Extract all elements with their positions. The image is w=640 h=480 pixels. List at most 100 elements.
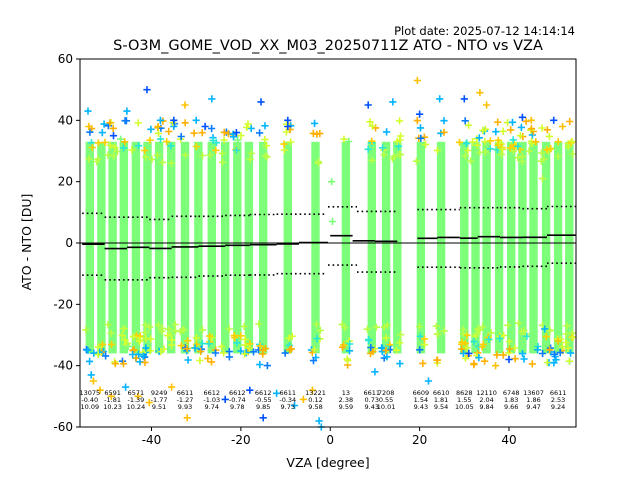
scatter-point [486,137,494,145]
stat-count: 6611 [280,389,297,397]
scatter-point [273,389,281,397]
scatter-points [82,76,577,431]
scatter-point [164,332,172,340]
scatter-point [85,122,93,131]
scatter-point [100,120,108,128]
scatter-point [109,124,117,132]
scatter-point [532,138,540,146]
scatter-point [284,116,292,124]
scatter-point [518,152,526,160]
scatter-point [389,98,397,106]
column-band [207,141,216,354]
scatter-point [313,335,321,343]
std-dev-lines [82,205,576,281]
scatter-point [201,122,209,131]
scatter-point [517,123,525,131]
scatter-point [148,155,156,163]
scatter-point [128,146,136,154]
scatter-point [514,319,523,327]
scatter-point [516,132,524,140]
scatter-point [146,347,154,355]
scatter-point [459,330,467,338]
column-band [85,141,94,354]
scatter-point [567,349,575,357]
scatter-point [259,414,267,422]
scatter-point [134,392,142,400]
stat-std: 10.24 [127,403,146,411]
scatter-point [206,151,214,159]
scatter-point [463,331,471,339]
stat-std: 10.23 [103,403,122,411]
scatter-point [433,356,441,364]
scatter-point [308,386,316,394]
scatter-point [84,346,92,354]
scatter-point [184,337,192,345]
column-band [244,141,254,354]
stat-mean: -0.55 [255,396,272,404]
scatter-point [416,124,425,132]
scatter-point [562,338,570,347]
y-tick-label: 40 [58,113,73,127]
scatter-point [328,178,336,186]
column-band [97,141,106,354]
scatter-point [473,141,481,149]
scatter-point [569,150,577,158]
scatter-point [110,152,118,160]
scatter-point [481,125,489,133]
scatter-point [440,327,448,335]
scatter-point [506,144,514,152]
scatter-point [547,145,555,153]
scatter-point [382,334,390,342]
scatter-point [396,151,404,159]
scatter-point [122,383,130,391]
scatter-point [461,152,470,160]
scatter-point [368,156,376,164]
scatter-point [432,322,440,330]
column-band [283,141,292,354]
scatter-point [492,362,500,370]
column-band [494,141,504,354]
scatter-point [396,360,404,368]
scatter-point [124,342,132,350]
scatter-point [518,350,527,358]
stat-mean: -1.03 [203,396,220,404]
x-tick-label: 20 [412,433,427,447]
scatter-point [181,101,189,109]
scatter-point [562,330,570,338]
scatter-point [121,138,129,146]
scatter-point [107,392,115,400]
column-band [341,141,351,354]
scatter-point [554,152,562,160]
scatter-point [207,358,216,366]
stat-std: 9.73 [281,403,295,411]
scatter-point [481,138,489,146]
scatter-point [537,157,545,165]
scatter-point [121,117,129,125]
scatter-point [368,122,376,130]
stat-count: 13607 [523,389,544,397]
scatter-point [412,157,420,165]
scatter-point [245,344,253,352]
scatter-point [420,133,428,141]
scatter-point [463,139,471,147]
scatter-point [481,357,489,365]
column-band [507,141,516,354]
scatter-point [85,155,93,163]
scatter-point [433,330,441,338]
scatter-point [392,346,400,354]
column-band [565,141,574,354]
scatter-point [118,331,126,339]
scatter-point [167,159,175,167]
scatter-point [120,325,128,333]
scatter-point [364,101,372,109]
scatter-point [310,345,318,354]
stat-std: 10.05 [455,403,474,411]
scatter-point [263,362,271,370]
scatter-point [394,142,403,150]
scatter-point [525,147,533,155]
scatter-point [255,320,263,328]
stat-std: 9.24 [551,403,565,411]
scatter-point [505,337,513,346]
stat-std: 9.78 [230,403,244,411]
column-band [518,141,527,354]
